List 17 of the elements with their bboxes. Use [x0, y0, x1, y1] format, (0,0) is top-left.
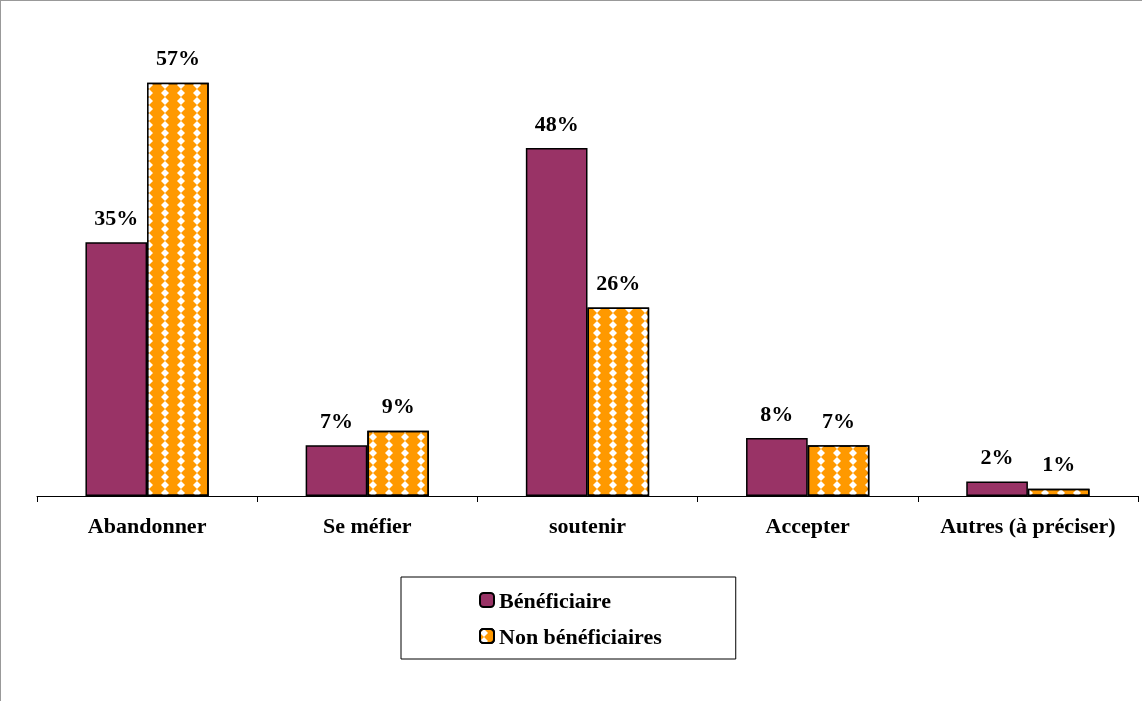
legend-label: Non bénéficiaires	[499, 623, 663, 649]
data-label: 26%	[596, 270, 641, 295]
x-tick-label: Autres (à préciser)	[940, 512, 1116, 538]
data-label: 57%	[155, 45, 200, 71]
data-label: 35%	[94, 204, 139, 230]
legend-label: Bénéficiaire	[499, 587, 612, 613]
data-label: 2%	[980, 444, 1014, 469]
data-label: 8%	[760, 400, 794, 426]
x-tick-label: Accepter	[765, 512, 851, 538]
data-label: 1%	[1042, 451, 1076, 477]
data-label: 7%	[319, 407, 353, 433]
data-label: 7%	[822, 407, 856, 433]
x-tick-label: soutenir	[549, 512, 627, 538]
data-label: 48%	[534, 110, 579, 136]
x-tick-label: Abandonner	[87, 512, 207, 538]
data-label: 9%	[381, 393, 415, 419]
x-tick-label: Se méfier	[323, 512, 412, 538]
